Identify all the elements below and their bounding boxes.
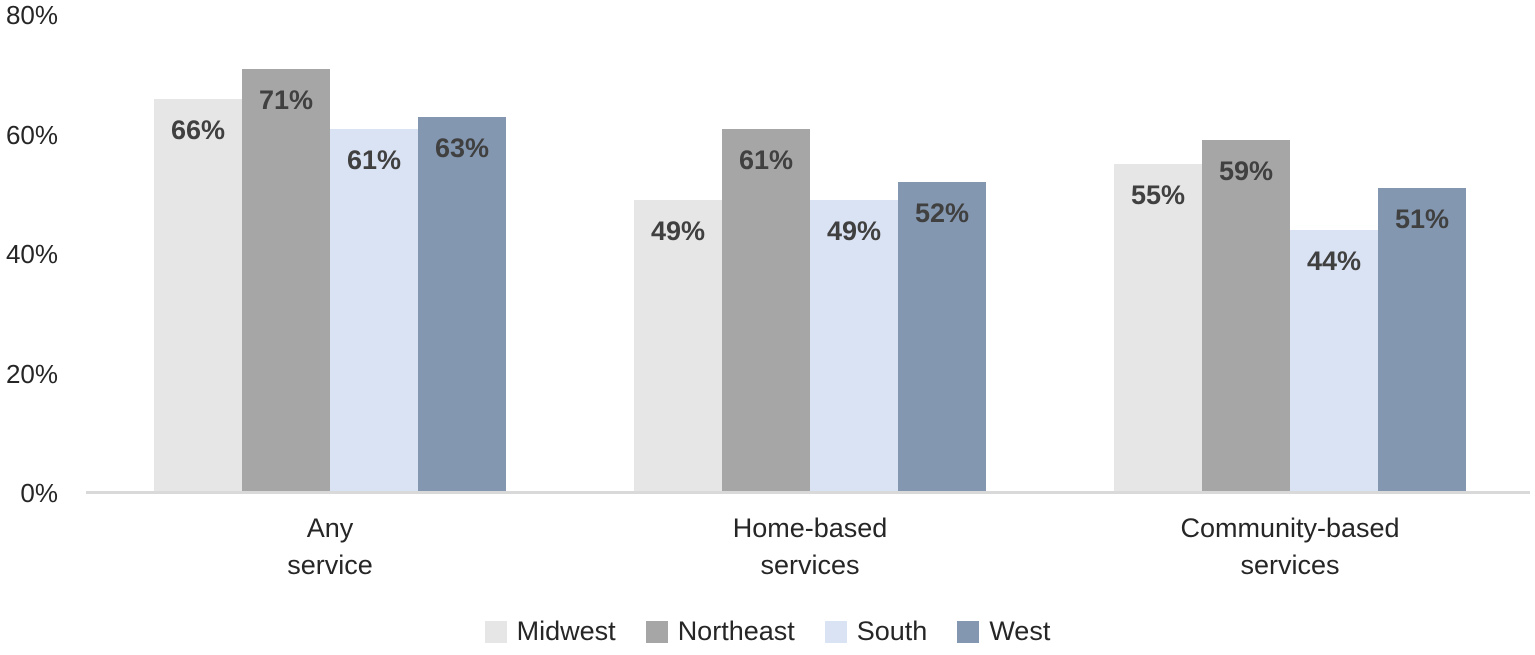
bar-south-home-based-services: 49% <box>810 200 898 493</box>
legend-swatch-west <box>957 620 980 643</box>
bar-northeast-home-based-services: 61% <box>722 128 810 493</box>
legend-label: Northeast <box>677 616 795 646</box>
x-axis-labels: Any service Home-based services Community-… <box>90 510 1530 584</box>
bar-west-community-based-services: 51% <box>1378 188 1466 493</box>
legend-item-west: West <box>957 616 1050 647</box>
bar-south-any-service: 61% <box>330 128 418 493</box>
bar-value-label: 63% <box>434 132 490 163</box>
legend-swatch-south <box>824 620 847 643</box>
bar-value-label: 49% <box>650 216 706 247</box>
y-axis-tick-label-80: 80% <box>5 0 58 30</box>
legend-item-south: South <box>824 616 928 647</box>
bar-value-label: 49% <box>826 216 882 247</box>
plot-area: 66% 71% 61% 63% 49% 61% 49% 52% 55% 59% 44% 51% <box>90 15 1530 493</box>
legend-swatch-northeast <box>645 620 668 643</box>
bar-value-label: 52% <box>914 198 970 229</box>
bar-value-label: 51% <box>1394 204 1450 235</box>
legend-item-midwest: Midwest <box>484 616 616 647</box>
bar-midwest-any-service: 66% <box>154 98 242 493</box>
bar-west-home-based-services: 52% <box>898 182 986 493</box>
bar-northeast-community-based-services: 59% <box>1202 140 1290 493</box>
legend-label: West <box>989 616 1051 646</box>
bar-value-label: 66% <box>170 114 226 145</box>
x-axis-label-any-service: Any service <box>287 513 373 580</box>
bar-northeast-any-service: 71% <box>242 68 330 493</box>
legend-swatch-midwest <box>484 620 507 643</box>
bar-group-community-based-services: 55% 59% 44% 51% <box>1050 15 1530 493</box>
bar-value-label: 55% <box>1130 180 1186 211</box>
legend-label: South <box>856 616 928 646</box>
bar-group-home-based-services: 49% 61% 49% 52% <box>570 15 1050 493</box>
bar-value-label: 71% <box>258 84 314 115</box>
legend-item-northeast: Northeast <box>645 616 795 647</box>
x-axis-line <box>86 491 1530 494</box>
bar-value-label: 61% <box>346 144 402 175</box>
legend: Midwest Northeast South West <box>0 616 1535 647</box>
x-axis-label-community-based-services: Community-based services <box>1180 513 1400 580</box>
bar-midwest-community-based-services: 55% <box>1114 164 1202 493</box>
bar-south-community-based-services: 44% <box>1290 230 1378 493</box>
bar-group-any-service: 66% 71% 61% 63% <box>90 15 570 493</box>
bar-value-label: 61% <box>738 144 794 175</box>
y-axis-tick-label-60: 60% <box>5 119 58 150</box>
y-axis-tick-label-40: 40% <box>5 239 58 269</box>
y-axis-tick-label-0: 0% <box>20 478 58 508</box>
bar-midwest-home-based-services: 49% <box>634 200 722 493</box>
y-axis-tick-label-20: 20% <box>5 358 58 389</box>
bar-value-label: 59% <box>1218 156 1274 187</box>
bar-value-label: 44% <box>1306 246 1362 277</box>
legend-label: Midwest <box>516 616 616 646</box>
x-axis-label-home-based-services: Home-based services <box>732 513 888 580</box>
bar-west-any-service: 63% <box>418 116 506 493</box>
